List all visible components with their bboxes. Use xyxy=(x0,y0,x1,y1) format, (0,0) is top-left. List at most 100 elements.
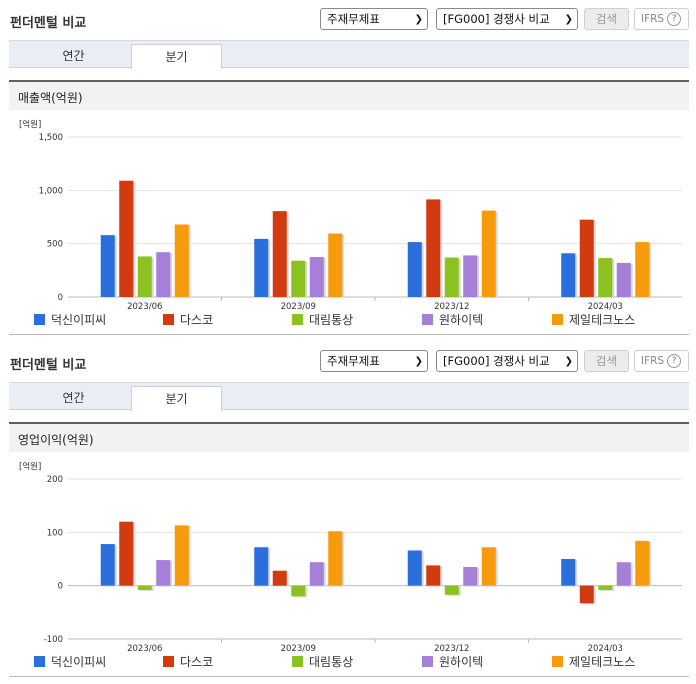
bar[interactable] xyxy=(272,570,287,586)
bar[interactable] xyxy=(156,560,171,586)
section-header: 펀더멘털 비교 주재무제표 ❯ [FG000] 경쟁사 비교 ❯ 검색 IFRS? xyxy=(0,0,696,38)
bar[interactable] xyxy=(156,252,171,297)
legend-item[interactable]: 다스코 xyxy=(163,311,213,328)
divider xyxy=(9,676,689,677)
bar[interactable] xyxy=(291,585,306,597)
bar[interactable] xyxy=(174,525,189,586)
bar[interactable] xyxy=(598,258,613,297)
x-tick-label: 2024/03 xyxy=(588,302,623,312)
bar[interactable] xyxy=(254,547,269,586)
y-tick-label: 0 xyxy=(58,582,63,592)
period-tabs: 연간 분기 xyxy=(9,382,689,412)
report-type-select[interactable]: 주재무제표 ❯ xyxy=(320,350,428,372)
chart-title: 매출액(억원) xyxy=(18,91,83,105)
bar[interactable] xyxy=(481,210,496,297)
tab-quarterly[interactable]: 분기 xyxy=(131,386,222,412)
bar[interactable] xyxy=(309,562,324,586)
x-tick-label: 2023/09 xyxy=(281,302,316,312)
legend-swatch xyxy=(552,656,563,667)
legend-swatch xyxy=(422,656,433,667)
bar[interactable] xyxy=(561,253,576,297)
bar[interactable] xyxy=(426,565,441,586)
peer-group-select[interactable]: [FG000] 경쟁사 비교 ❯ xyxy=(436,350,578,372)
legend-item[interactable]: 다스코 xyxy=(163,653,213,670)
search-button[interactable]: 검색 xyxy=(584,8,629,30)
bar[interactable] xyxy=(254,238,269,297)
report-type-select[interactable]: 주재무제표 ❯ xyxy=(320,8,428,30)
period-tabs: 연간 분기 xyxy=(9,40,689,70)
x-tick-label: 2023/09 xyxy=(281,644,316,654)
legend-swatch xyxy=(422,314,433,325)
legend-item[interactable]: 제일테크노스 xyxy=(552,311,635,328)
legend-swatch xyxy=(34,656,45,667)
y-axis-unit: [억원] xyxy=(19,462,42,472)
bar[interactable] xyxy=(579,585,594,604)
section-title: 펀더멘털 비교 xyxy=(10,16,87,31)
bar[interactable] xyxy=(272,211,287,297)
bar[interactable] xyxy=(100,544,115,586)
legend-swatch xyxy=(34,314,45,325)
section-header: 펀더멘털 비교 주재무제표 ❯ [FG000] 경쟁사 비교 ❯ 검색 IFRS? xyxy=(0,342,696,380)
help-icon[interactable]: ? xyxy=(667,354,682,368)
legend-item[interactable]: 원하이텍 xyxy=(422,653,483,670)
chart-title: 영업이익(억원) xyxy=(18,433,94,447)
legend-swatch xyxy=(163,314,174,325)
bar[interactable] xyxy=(616,562,631,586)
bar[interactable] xyxy=(100,235,115,297)
tab-annual[interactable]: 연간 xyxy=(62,391,85,405)
bar[interactable] xyxy=(426,199,441,297)
bar[interactable] xyxy=(579,219,594,297)
x-tick-label: 2023/06 xyxy=(127,302,162,312)
legend-item[interactable]: 대림통상 xyxy=(292,311,353,328)
bar[interactable] xyxy=(635,540,650,586)
bar[interactable] xyxy=(309,257,324,297)
operating-profit-bar-chart: -100 0 100 200 2023/06 2023/09 2023/12 2024/03 xyxy=(44,475,682,654)
y-tick-label: 100 xyxy=(47,528,63,538)
legend-item[interactable]: 덕신이피씨 xyxy=(34,311,106,328)
legend-swatch xyxy=(552,314,563,325)
bar[interactable] xyxy=(328,531,343,586)
x-tick-label: 2023/12 xyxy=(434,644,469,654)
bar[interactable] xyxy=(481,547,496,586)
tab-quarterly[interactable]: 분기 xyxy=(131,44,222,70)
legend-item[interactable]: 대림통상 xyxy=(292,653,353,670)
bar[interactable] xyxy=(635,242,650,297)
ifrs-label: IFRS? xyxy=(634,8,689,30)
x-tick-label: 2023/06 xyxy=(127,644,162,654)
bar[interactable] xyxy=(174,224,189,297)
bar[interactable] xyxy=(407,242,422,297)
chevron-down-icon: ❯ xyxy=(414,14,423,25)
legend-item[interactable]: 제일테크노스 xyxy=(552,653,635,670)
bar[interactable] xyxy=(291,260,306,297)
y-tick-label: 200 xyxy=(47,475,63,485)
help-icon[interactable]: ? xyxy=(667,12,682,26)
bar[interactable] xyxy=(463,255,478,297)
x-tick-label: 2024/03 xyxy=(588,644,623,654)
y-tick-label: -100 xyxy=(44,635,63,645)
bar[interactable] xyxy=(119,180,134,297)
bar[interactable] xyxy=(463,567,478,586)
bar[interactable] xyxy=(328,233,343,297)
x-tick-label: 2023/12 xyxy=(434,302,469,312)
y-tick-label: 0 xyxy=(58,293,63,303)
bar[interactable] xyxy=(119,521,134,586)
chart-panel-header: 영업이익(억원) xyxy=(9,422,689,452)
search-button[interactable]: 검색 xyxy=(584,350,629,372)
peer-group-select[interactable]: [FG000] 경쟁사 비교 ❯ xyxy=(436,8,578,30)
legend-item[interactable]: 원하이텍 xyxy=(422,311,483,328)
bar[interactable] xyxy=(561,559,576,586)
bar[interactable] xyxy=(407,550,422,586)
chevron-down-icon: ❯ xyxy=(564,14,573,25)
bar[interactable] xyxy=(598,585,613,590)
bar[interactable] xyxy=(137,585,152,590)
legend-swatch xyxy=(292,314,303,325)
y-tick-label: 500 xyxy=(47,240,63,250)
tab-annual[interactable]: 연간 xyxy=(62,49,85,63)
legend-item[interactable]: 덕신이피씨 xyxy=(34,653,106,670)
revenue-bar-chart: 0 500 1,000 1,500 2023/06 2023/09 2023/12 2024/… xyxy=(39,133,682,312)
bar[interactable] xyxy=(444,585,459,595)
chart-legend: 덕신이피씨 다스코 대림통상 원하이텍 제일테크노스 xyxy=(0,311,696,329)
bar[interactable] xyxy=(137,256,152,297)
bar[interactable] xyxy=(616,262,631,297)
bar[interactable] xyxy=(444,257,459,297)
